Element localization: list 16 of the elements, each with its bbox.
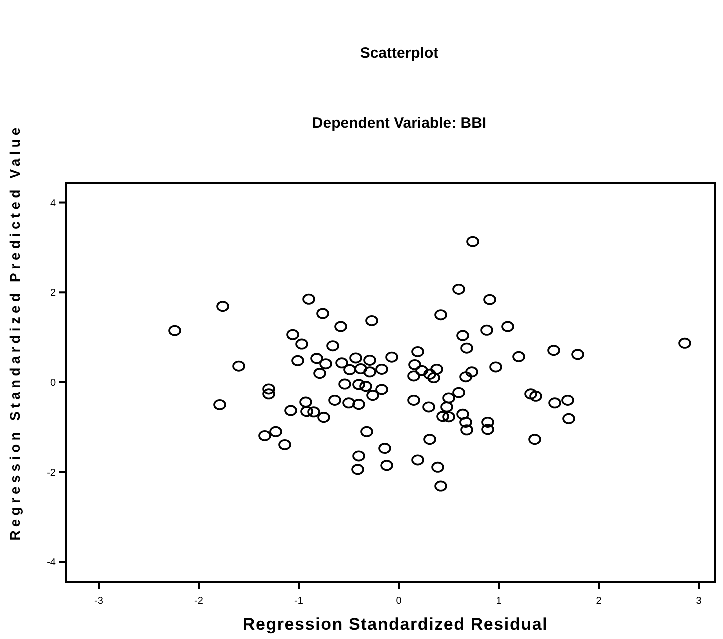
y-axis-title: Regression Standardized Predicted Value: [7, 124, 23, 541]
x-tick-label: -1: [294, 596, 304, 607]
chart-subtitle: Dependent Variable: BBI: [312, 115, 487, 132]
x-tick-label: 2: [596, 596, 602, 607]
y-tick-label: -2: [47, 468, 56, 479]
x-tick-label: -2: [194, 596, 204, 607]
y-tick-label: 4: [50, 198, 56, 210]
chart-title: Scatterplot: [360, 45, 439, 62]
x-tick-label: 3: [696, 596, 702, 607]
x-tick-label: -3: [94, 596, 104, 607]
x-tick-label: 0: [396, 596, 402, 607]
y-tick-label: 0: [50, 378, 56, 389]
y-tick-label: 2: [50, 288, 56, 300]
x-axis-title: Regression Standardized Residual: [242, 615, 548, 634]
x-tick-label: 1: [496, 596, 502, 607]
y-tick-label: -4: [47, 558, 56, 569]
